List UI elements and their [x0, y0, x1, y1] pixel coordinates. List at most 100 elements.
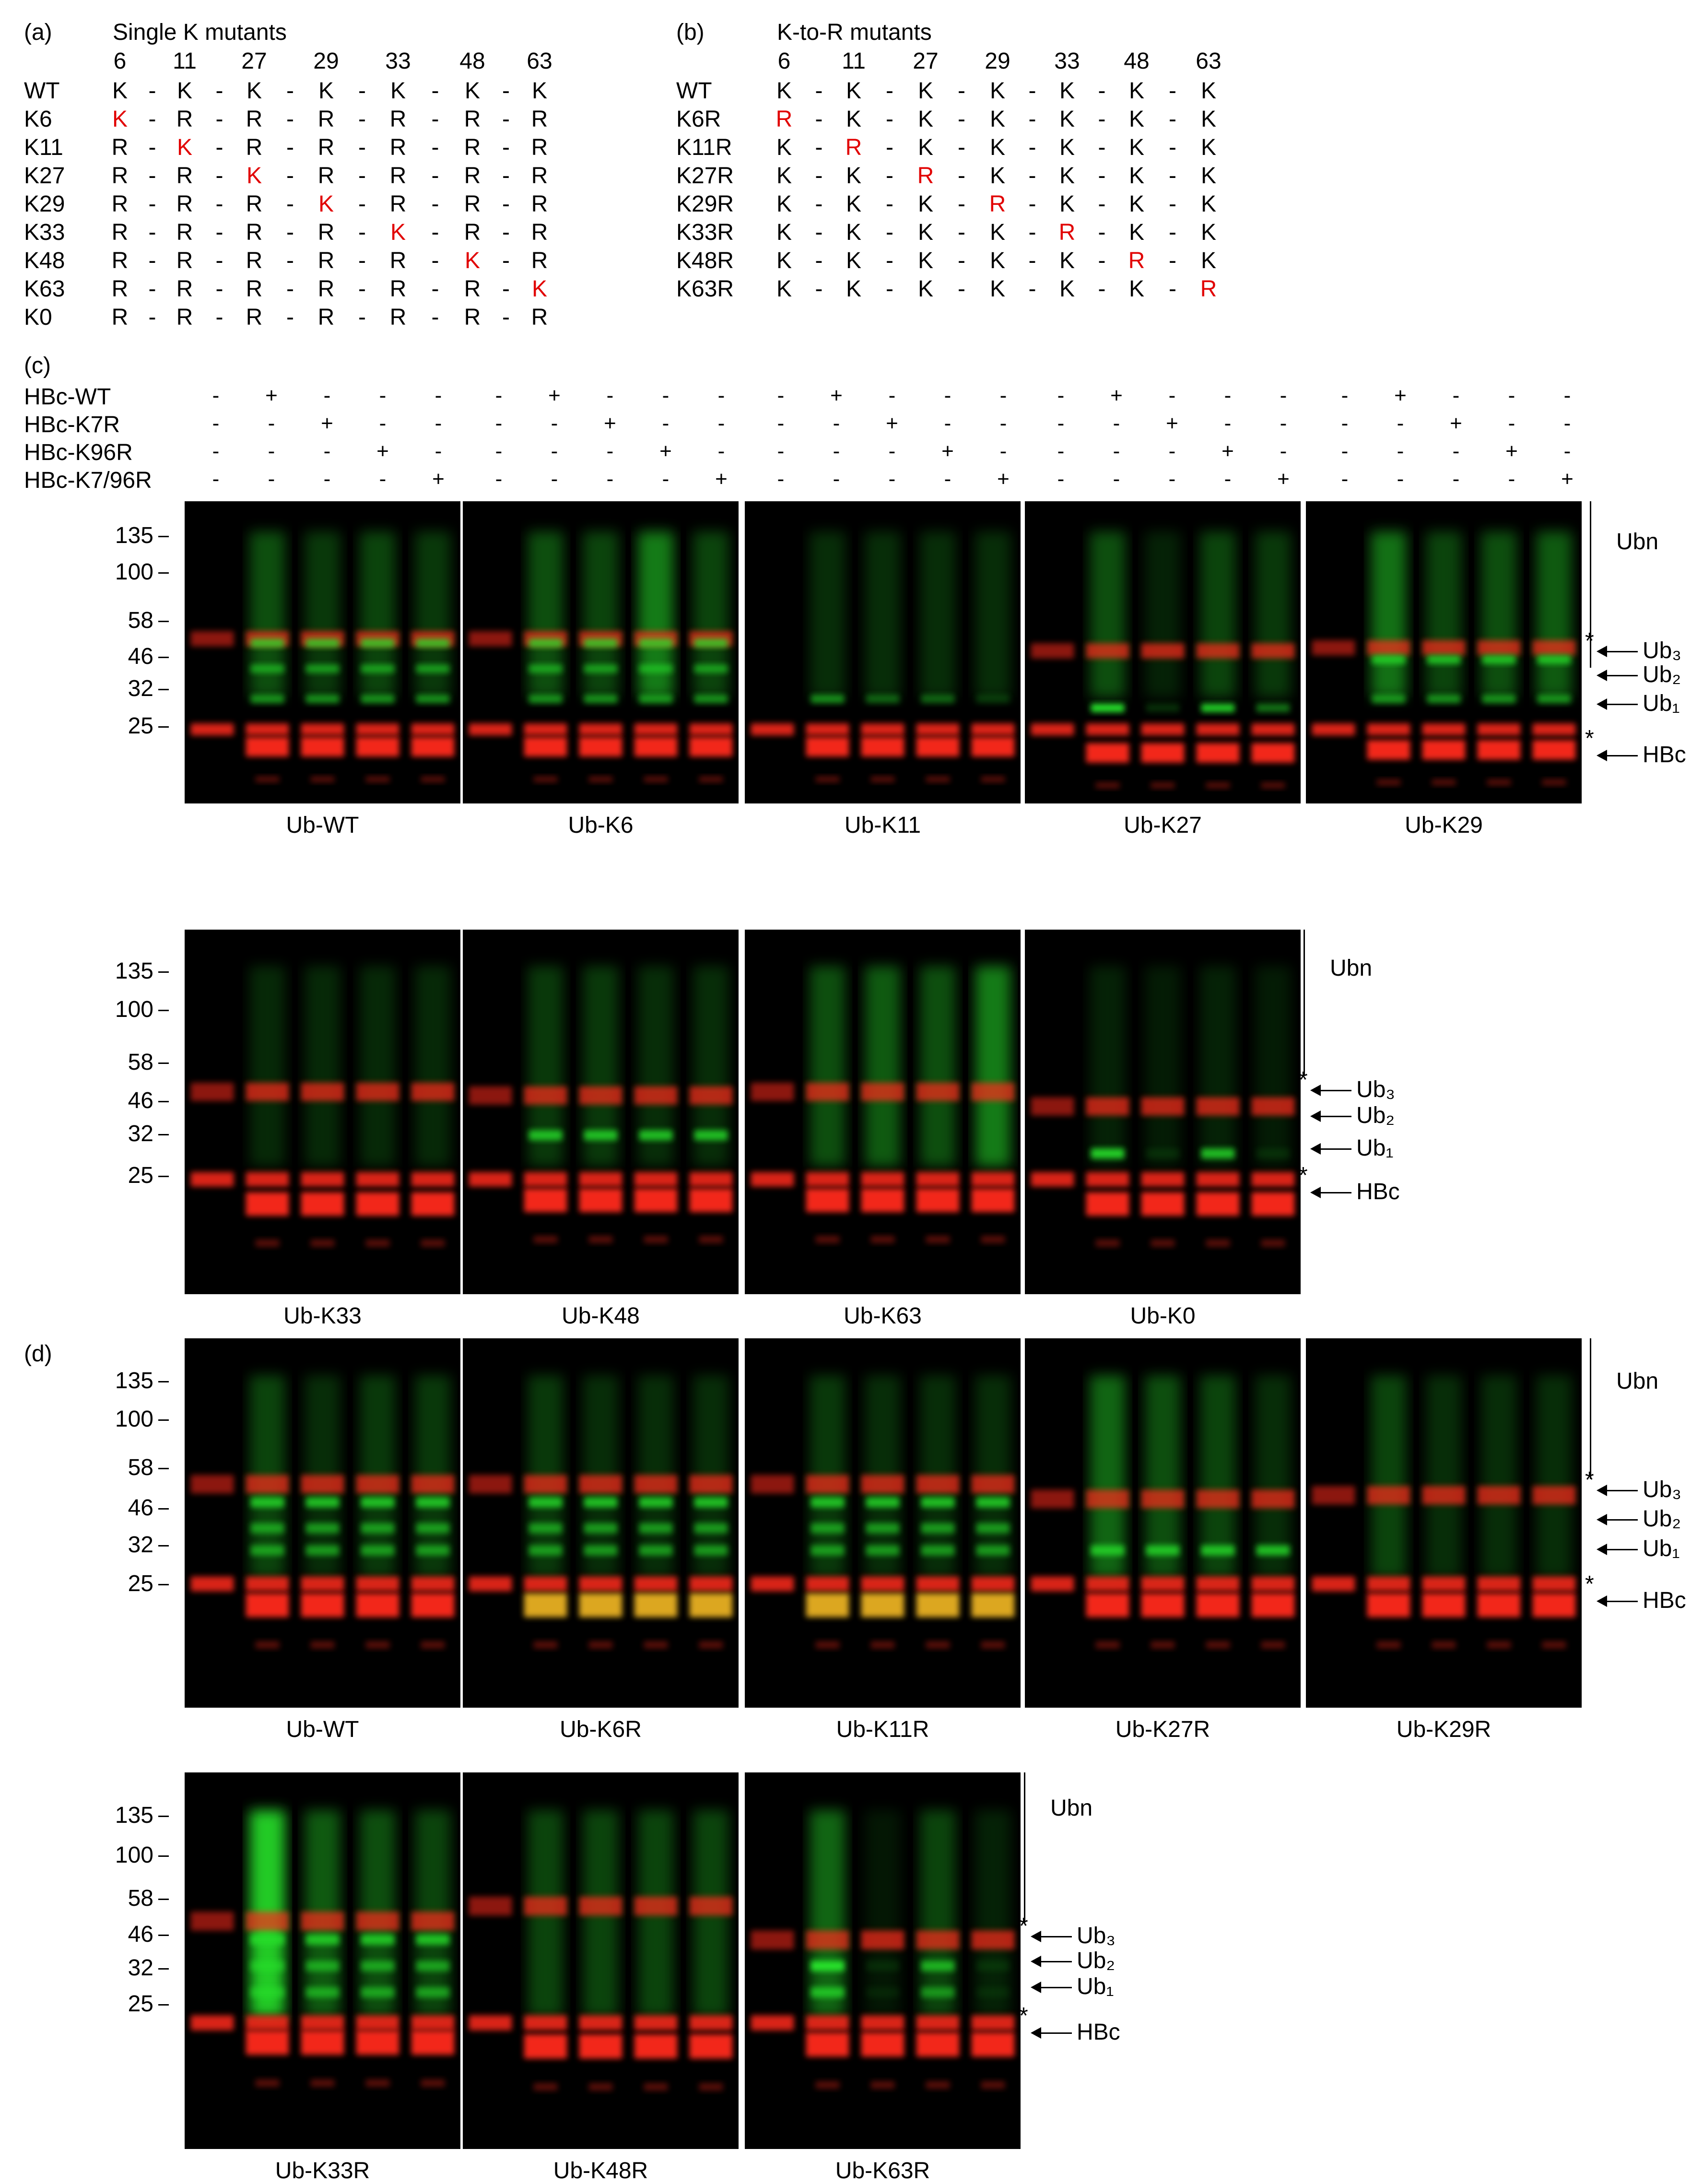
ubn-smear [415, 966, 451, 1167]
lane-sign: - [495, 467, 503, 491]
table-b-dash: - [1169, 191, 1176, 217]
blot-panel [463, 1772, 739, 2149]
lane-sign: - [662, 412, 669, 435]
lane-legend-name: HBc-K7/96R [24, 468, 152, 493]
ub-band [866, 1987, 900, 1998]
table-b-dash: - [886, 248, 893, 273]
table-b-dash: - [958, 220, 965, 245]
table-a-residue: R [176, 305, 193, 330]
table-b-dash: - [1098, 276, 1106, 302]
ub-band [361, 1987, 395, 1998]
table-a-dash: - [431, 106, 439, 132]
hbc-band [411, 1192, 455, 1216]
ub-band [810, 1523, 845, 1534]
red-band [1086, 1489, 1129, 1509]
red-band [870, 1641, 895, 1649]
table-a-residue: R [389, 163, 407, 189]
red-band [699, 1236, 723, 1243]
arrow-icon [1031, 1931, 1072, 1943]
table-b-dash: - [1028, 78, 1036, 104]
table-a-residue: R [176, 276, 193, 302]
hbc-band [1367, 1593, 1410, 1617]
red-band [469, 631, 512, 647]
red-band [579, 1086, 622, 1105]
red-band [301, 2015, 344, 2031]
table-b-residue: K [1200, 135, 1216, 160]
table-a-dash: - [358, 163, 366, 189]
red-band [634, 1576, 678, 1592]
table-a-residue: K [464, 78, 480, 104]
table-a-residue: K [176, 135, 192, 160]
table-b-residue: K [917, 191, 933, 217]
ub-band [250, 1960, 284, 1972]
red-band [689, 1086, 733, 1105]
red-band [533, 776, 558, 782]
ub-band [416, 695, 450, 703]
red-band [916, 1475, 960, 1494]
lane-sign: + [997, 467, 1010, 491]
hbc-band [1196, 1593, 1240, 1617]
table-a-dash: - [431, 163, 439, 189]
red-band [634, 1475, 678, 1494]
red-band [926, 1641, 950, 1649]
table-a-position-header: 33 [385, 48, 411, 74]
lane-sign: + [321, 412, 333, 435]
table-a-residue: R [389, 135, 407, 160]
lane-sign: + [1277, 467, 1290, 491]
lane-sign: - [435, 439, 442, 463]
red-band [1141, 723, 1185, 736]
mw-marker-label: 46 [128, 1495, 153, 1521]
red-band [1251, 1172, 1295, 1187]
ubn-smear [1255, 966, 1291, 1167]
table-a-dash: - [148, 220, 156, 245]
table-b-dash: - [1028, 220, 1036, 245]
table-a-residue: K [531, 78, 547, 104]
mw-marker-label: 58 [128, 1885, 153, 1911]
panel-c-label: (c) [24, 353, 51, 378]
blot-panel [745, 930, 1021, 1294]
lane-sign: - [606, 384, 614, 407]
table-a-residue: R [111, 220, 129, 245]
red-band [533, 2083, 558, 2091]
red-band [411, 1172, 455, 1187]
table-a-residue: R [111, 135, 129, 160]
table-a-residue: R [464, 276, 481, 302]
lane-sign: - [1168, 384, 1176, 407]
ub-band [305, 638, 340, 648]
ub3-marker: Ub₃ [1643, 1476, 1681, 1502]
hbc-band [1367, 740, 1410, 760]
red-band [1477, 1576, 1521, 1592]
table-a-residue: R [111, 163, 129, 189]
table-b-residue: K [776, 78, 792, 104]
hbc-band [689, 1188, 733, 1212]
table-a-residue: R [317, 135, 335, 160]
hbc-band [1086, 1192, 1129, 1216]
blot-caption: Ub-K27 [1124, 813, 1202, 838]
red-band [246, 2015, 289, 2031]
ub-band [1091, 1545, 1125, 1556]
table-b-dash: - [1169, 106, 1176, 132]
mw-marker-tick [158, 1062, 169, 1064]
table-b-residue: K [1059, 191, 1075, 217]
table-a-residue: R [176, 163, 193, 189]
mw-marker-label: 58 [128, 1050, 153, 1075]
table-a-residue: R [246, 220, 263, 245]
table-b-residue: K [917, 248, 933, 273]
red-band [579, 1172, 622, 1187]
table-b-residue: K [776, 220, 792, 245]
ub-band [1201, 1148, 1235, 1159]
ub-band [416, 664, 450, 673]
ub-band [250, 1523, 284, 1534]
ubn-smear [1090, 531, 1126, 698]
lane-sign: - [323, 439, 331, 463]
red-band [1487, 779, 1511, 786]
star-marker: * [1585, 726, 1594, 752]
red-band [190, 1083, 234, 1101]
red-band [861, 723, 904, 736]
table-b-dash: - [958, 276, 965, 302]
ub2-marker: Ub₂ [1077, 1948, 1115, 1973]
table-a-residue: R [464, 220, 481, 245]
red-band [806, 1930, 849, 1949]
ub-band [976, 1545, 1010, 1556]
